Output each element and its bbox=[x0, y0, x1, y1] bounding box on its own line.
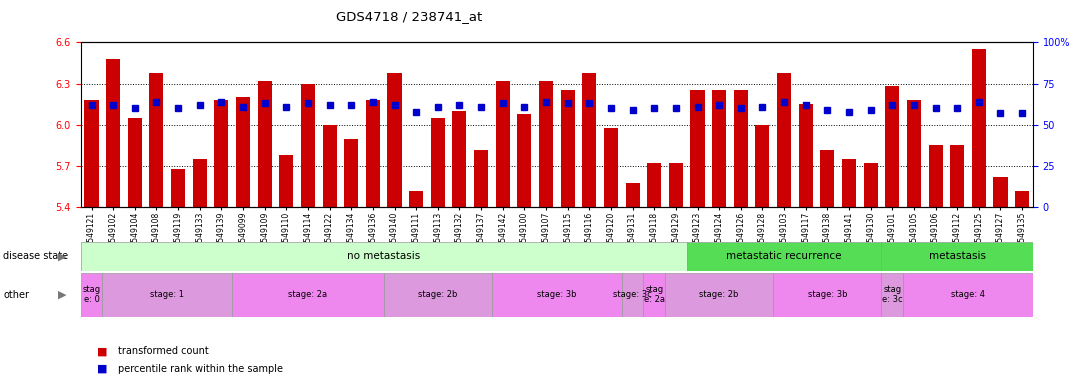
Bar bbox=[881, 242, 1033, 271]
Bar bbox=[214, 100, 228, 207]
Bar bbox=[881, 273, 903, 317]
Text: GDS4718 / 238741_at: GDS4718 / 238741_at bbox=[336, 10, 482, 23]
Bar bbox=[734, 90, 748, 207]
Bar bbox=[604, 127, 618, 207]
Bar bbox=[236, 97, 250, 207]
Text: transformed count: transformed count bbox=[118, 346, 209, 356]
Bar bbox=[864, 163, 878, 207]
Bar bbox=[430, 118, 444, 207]
Bar bbox=[387, 73, 401, 207]
Bar bbox=[993, 177, 1007, 207]
Text: ▶: ▶ bbox=[58, 290, 67, 300]
Bar bbox=[686, 242, 881, 271]
Bar bbox=[929, 146, 943, 207]
Bar bbox=[777, 73, 791, 207]
Text: stag
e: 0: stag e: 0 bbox=[83, 285, 100, 305]
Bar bbox=[907, 100, 921, 207]
Bar bbox=[582, 73, 596, 207]
Bar bbox=[886, 86, 900, 207]
Text: disease state: disease state bbox=[3, 251, 69, 262]
Text: metastasis: metastasis bbox=[929, 251, 986, 262]
Text: stage: 2b: stage: 2b bbox=[419, 290, 457, 299]
Text: stag
e: 3c: stag e: 3c bbox=[882, 285, 903, 305]
Bar bbox=[622, 273, 643, 317]
Text: stage: 2a: stage: 2a bbox=[288, 290, 327, 299]
Bar bbox=[150, 73, 164, 207]
Bar bbox=[475, 150, 489, 207]
Bar bbox=[257, 81, 272, 207]
Bar bbox=[774, 273, 881, 317]
Bar bbox=[755, 125, 769, 207]
Bar bbox=[232, 273, 384, 317]
Bar bbox=[102, 273, 232, 317]
Bar bbox=[492, 273, 622, 317]
Bar bbox=[85, 100, 99, 207]
Bar bbox=[561, 90, 575, 207]
Text: stage: 2b: stage: 2b bbox=[699, 290, 739, 299]
Bar bbox=[950, 146, 964, 207]
Bar bbox=[665, 273, 774, 317]
Bar bbox=[384, 273, 492, 317]
Text: ■: ■ bbox=[97, 346, 108, 356]
Text: ▶: ▶ bbox=[58, 251, 67, 262]
Text: ■: ■ bbox=[97, 364, 108, 374]
Bar bbox=[193, 159, 207, 207]
Bar bbox=[712, 90, 726, 207]
Bar bbox=[81, 242, 686, 271]
Text: stage: 1: stage: 1 bbox=[151, 290, 184, 299]
Text: stage: 4: stage: 4 bbox=[951, 290, 985, 299]
Bar bbox=[1015, 191, 1029, 207]
Bar bbox=[496, 81, 510, 207]
Bar bbox=[107, 59, 121, 207]
Text: metastatic recurrence: metastatic recurrence bbox=[726, 251, 841, 262]
Bar bbox=[171, 169, 185, 207]
Text: no metastasis: no metastasis bbox=[348, 251, 421, 262]
Text: stage: 3b: stage: 3b bbox=[537, 290, 577, 299]
Bar bbox=[81, 273, 102, 317]
Bar bbox=[280, 155, 294, 207]
Bar bbox=[323, 125, 337, 207]
Bar bbox=[301, 84, 315, 207]
Bar bbox=[841, 159, 856, 207]
Bar bbox=[972, 49, 986, 207]
Bar bbox=[669, 163, 683, 207]
Bar bbox=[409, 191, 423, 207]
Bar bbox=[128, 118, 142, 207]
Bar bbox=[691, 90, 705, 207]
Bar bbox=[820, 150, 834, 207]
Bar bbox=[366, 100, 380, 207]
Text: stage: 3b: stage: 3b bbox=[808, 290, 847, 299]
Text: stage: 3c: stage: 3c bbox=[613, 290, 652, 299]
Text: percentile rank within the sample: percentile rank within the sample bbox=[118, 364, 283, 374]
Bar bbox=[643, 273, 665, 317]
Text: stag
e: 2a: stag e: 2a bbox=[643, 285, 665, 305]
Bar bbox=[625, 183, 639, 207]
Bar bbox=[647, 163, 662, 207]
Bar bbox=[452, 111, 467, 207]
Bar bbox=[798, 104, 812, 207]
Bar bbox=[344, 139, 358, 207]
Bar bbox=[539, 81, 553, 207]
Bar bbox=[903, 273, 1033, 317]
Bar bbox=[518, 114, 532, 207]
Text: other: other bbox=[3, 290, 29, 300]
